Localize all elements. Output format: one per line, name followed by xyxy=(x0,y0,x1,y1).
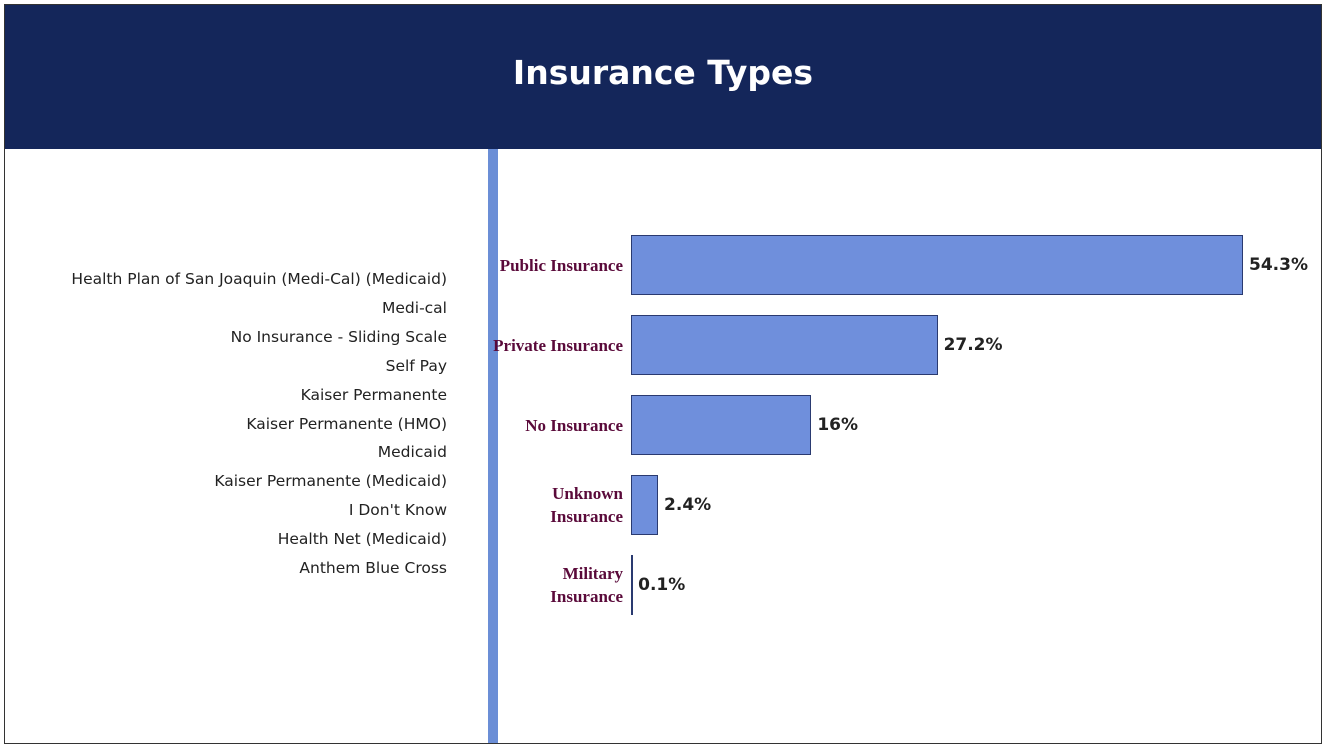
value-label: 27.2% xyxy=(943,335,1003,355)
value-label: 0.1% xyxy=(638,575,686,595)
insurance-list-item: Health Net (Medicaid) xyxy=(277,530,447,549)
insurance-list-item: Anthem Blue Cross xyxy=(299,559,447,577)
insurance-list-item: Medi-cal xyxy=(382,298,447,317)
header: Insurance Types xyxy=(5,5,1321,149)
slide-title: Insurance Types xyxy=(512,53,814,92)
value-label: 16% xyxy=(817,415,859,435)
insurance-list-item: Health Plan of San Joaquin (Medi-Cal) (M… xyxy=(71,270,447,288)
value-label: 2.4% xyxy=(664,495,712,515)
bar xyxy=(631,475,659,535)
insurance-list-item: Kaiser Permanente xyxy=(300,385,447,404)
bar xyxy=(631,395,812,455)
category-label: Military Insurance xyxy=(550,564,623,606)
insurance-list-item: Self Pay xyxy=(385,356,447,375)
slide: Insurance Types Public Insurance 54.3% Pri… xyxy=(4,4,1322,744)
bar xyxy=(631,235,1243,295)
insurance-list-item: Kaiser Permanente (HMO) xyxy=(246,414,447,433)
category-label: No Insurance xyxy=(525,415,623,435)
insurance-list-item: I Don't Know xyxy=(348,501,447,520)
insurance-list-item: Medicaid xyxy=(377,443,447,462)
bar xyxy=(631,555,633,615)
divider xyxy=(488,149,498,743)
bar xyxy=(631,315,938,375)
value-label: 54.3% xyxy=(1249,255,1308,275)
category-label: Private Insurance xyxy=(493,335,623,355)
insurance-list-item: Kaiser Permanente (Medicaid) xyxy=(214,472,447,491)
insurance-list-item: No Insurance - Sliding Scale xyxy=(230,327,447,346)
category-label: Public Insurance xyxy=(499,255,623,275)
category-label: Unknown Insurance xyxy=(550,484,623,526)
